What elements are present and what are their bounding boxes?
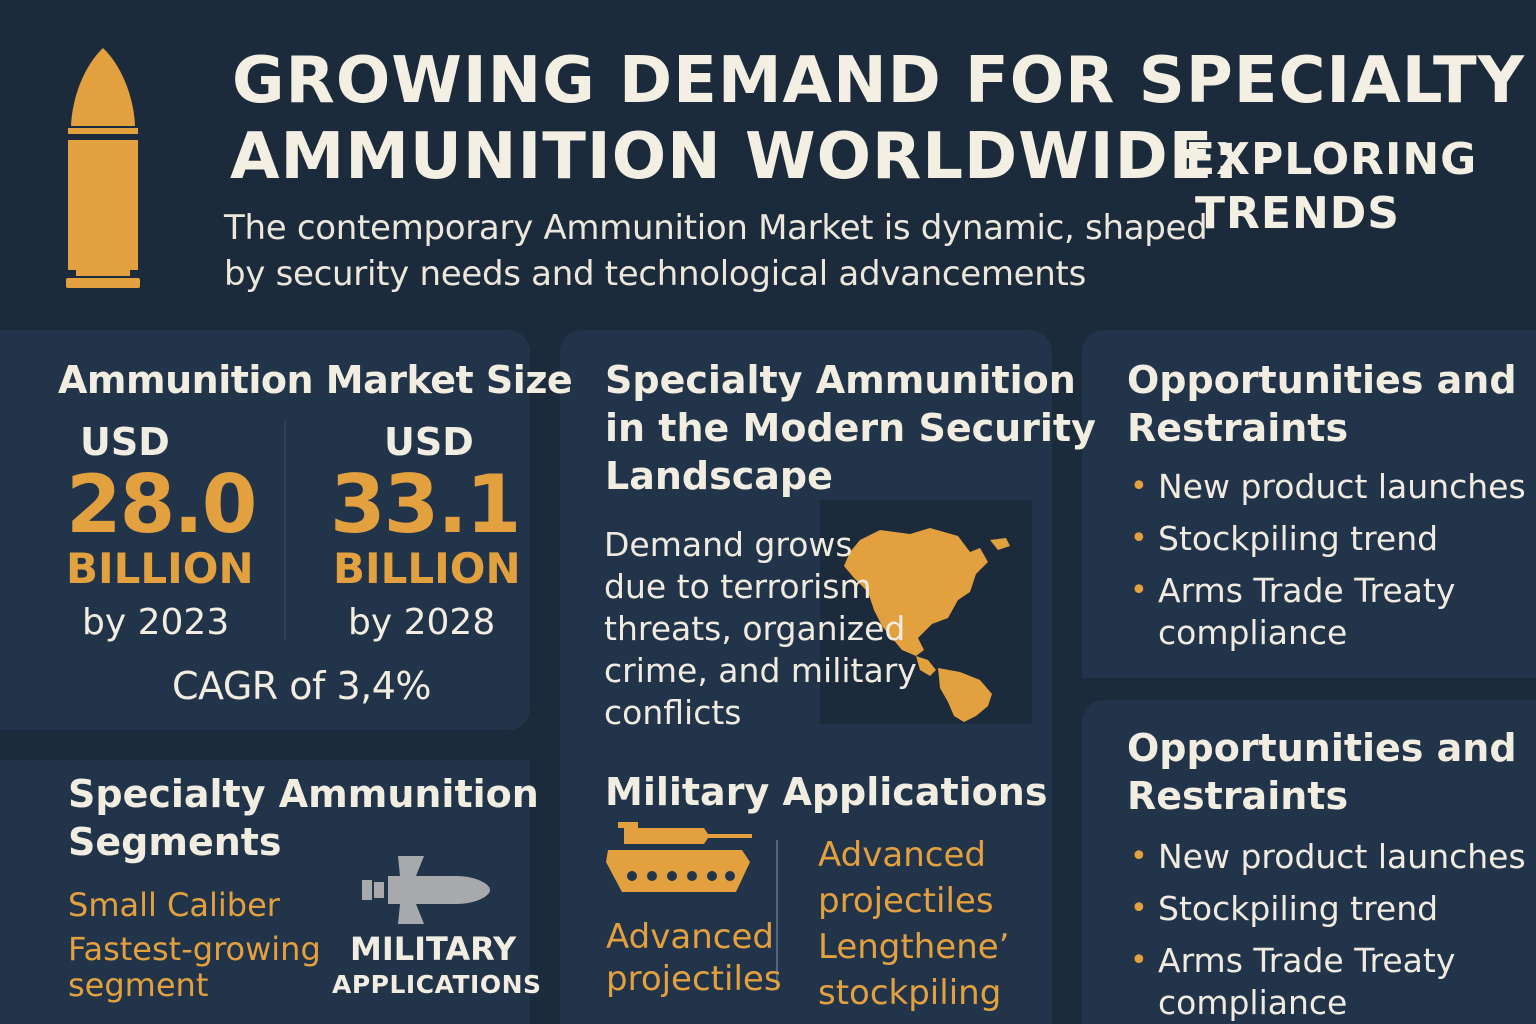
left-year: by 2023 xyxy=(82,602,230,643)
military-applications-icon-label-2: APPLICATIONS xyxy=(332,970,542,999)
market-size-divider xyxy=(284,420,286,640)
list-item: • New product launches xyxy=(1130,837,1526,876)
list-item: • Stockpiling trend xyxy=(1130,519,1439,558)
opportunities-2-list: • New product launches • Stockpiling trend… xyxy=(1128,836,1526,1024)
segments-heading-line-2: Segments xyxy=(68,820,282,864)
opportunities-panel-2 xyxy=(1082,700,1536,1024)
opportunities-1-heading-line-2: Restraints xyxy=(1127,406,1349,450)
security-body-line-4: crime, and military xyxy=(604,651,917,690)
security-heading-line-3: Landscape xyxy=(605,454,833,498)
left-value: 28.0 xyxy=(66,458,257,551)
market-size-heading: Ammunition Market Size xyxy=(58,358,573,402)
security-heading-line-1: Specialty Ammunition xyxy=(605,358,1076,402)
segments-heading-line-1: Specialty Ammunition xyxy=(68,772,539,816)
page-subtitle-line-1: EXPLORING xyxy=(1185,134,1478,185)
military-applications-heading: Military Applications xyxy=(605,770,1048,814)
intro-text-line-2: by security needs and technological adva… xyxy=(224,254,1086,294)
bullet-dot-icon: • xyxy=(1130,521,1148,556)
left-currency: USD xyxy=(80,420,170,464)
opportunities-1-list: • New product launches • Stockpiling trend… xyxy=(1128,466,1526,664)
tank-icon xyxy=(606,822,752,892)
security-heading-line-2: in the Modern Security xyxy=(605,406,1096,450)
bullet-icon xyxy=(66,48,140,288)
right-value: 33.1 xyxy=(330,458,521,551)
missile-icon xyxy=(362,856,490,924)
market-size-panel xyxy=(0,330,530,730)
right-currency: USD xyxy=(384,420,474,464)
military-divider xyxy=(776,840,778,990)
americas-map-icon xyxy=(820,500,1032,724)
military-left-line-1: Advanced xyxy=(606,917,774,957)
military-right-line-4: stockpiling xyxy=(818,973,1002,1013)
security-body-line-3: threats, organized xyxy=(604,609,906,648)
opportunities-panel-1 xyxy=(1082,330,1536,678)
military-applications-icon-label-1: MILITARY xyxy=(350,930,517,968)
bullet-dot-icon: • xyxy=(1130,891,1148,926)
security-body-line-2: due to terrorism xyxy=(604,567,872,606)
left-unit: BILLION xyxy=(66,544,254,593)
page-title-line-2: AMMUNITION WORLDWIDE: xyxy=(230,120,1240,194)
opportunities-2-heading-line-1: Opportunities and xyxy=(1127,726,1517,770)
security-body-line-5: conflicts xyxy=(604,693,742,732)
bullet-dot-icon: • xyxy=(1130,573,1148,608)
bullet-dot-icon: • xyxy=(1130,943,1148,978)
list-item: • Arms Trade Treaty compliance xyxy=(1130,571,1456,652)
security-body-line-1: Demand grows xyxy=(604,525,853,564)
cagr-text: CAGR of 3,4% xyxy=(172,664,432,708)
segments-gold-line-2: Fastest-growing xyxy=(68,930,321,968)
opportunities-1-heading-line-1: Opportunities and xyxy=(1127,358,1517,402)
intro-text-line-1: The contemporary Ammunition Market is dy… xyxy=(224,208,1208,248)
list-item: • New product launches xyxy=(1130,467,1526,506)
military-right-line-1: Advanced xyxy=(818,835,986,875)
right-year: by 2028 xyxy=(348,602,496,643)
segments-gold-line-1: Small Caliber xyxy=(68,886,280,924)
segments-gold-line-3: segment xyxy=(68,966,209,1004)
opportunities-2-heading-line-2: Restraints xyxy=(1127,774,1349,818)
bullet-dot-icon: • xyxy=(1130,469,1148,504)
page-subtitle-line-2: TRENDS xyxy=(1195,188,1400,239)
right-unit: BILLION xyxy=(333,544,521,593)
list-item: • Stockpiling trend xyxy=(1130,889,1439,928)
bullet-dot-icon: • xyxy=(1130,839,1148,874)
military-left-line-2: projectiles xyxy=(606,959,782,999)
military-right-line-3: Lengtheneʼ xyxy=(818,927,1010,967)
list-item: • Arms Trade Treaty compliance xyxy=(1130,941,1456,1022)
page-title-line-1: GROWING DEMAND FOR SPECIALTY xyxy=(232,44,1525,118)
military-right-line-2: projectiles xyxy=(818,881,994,921)
